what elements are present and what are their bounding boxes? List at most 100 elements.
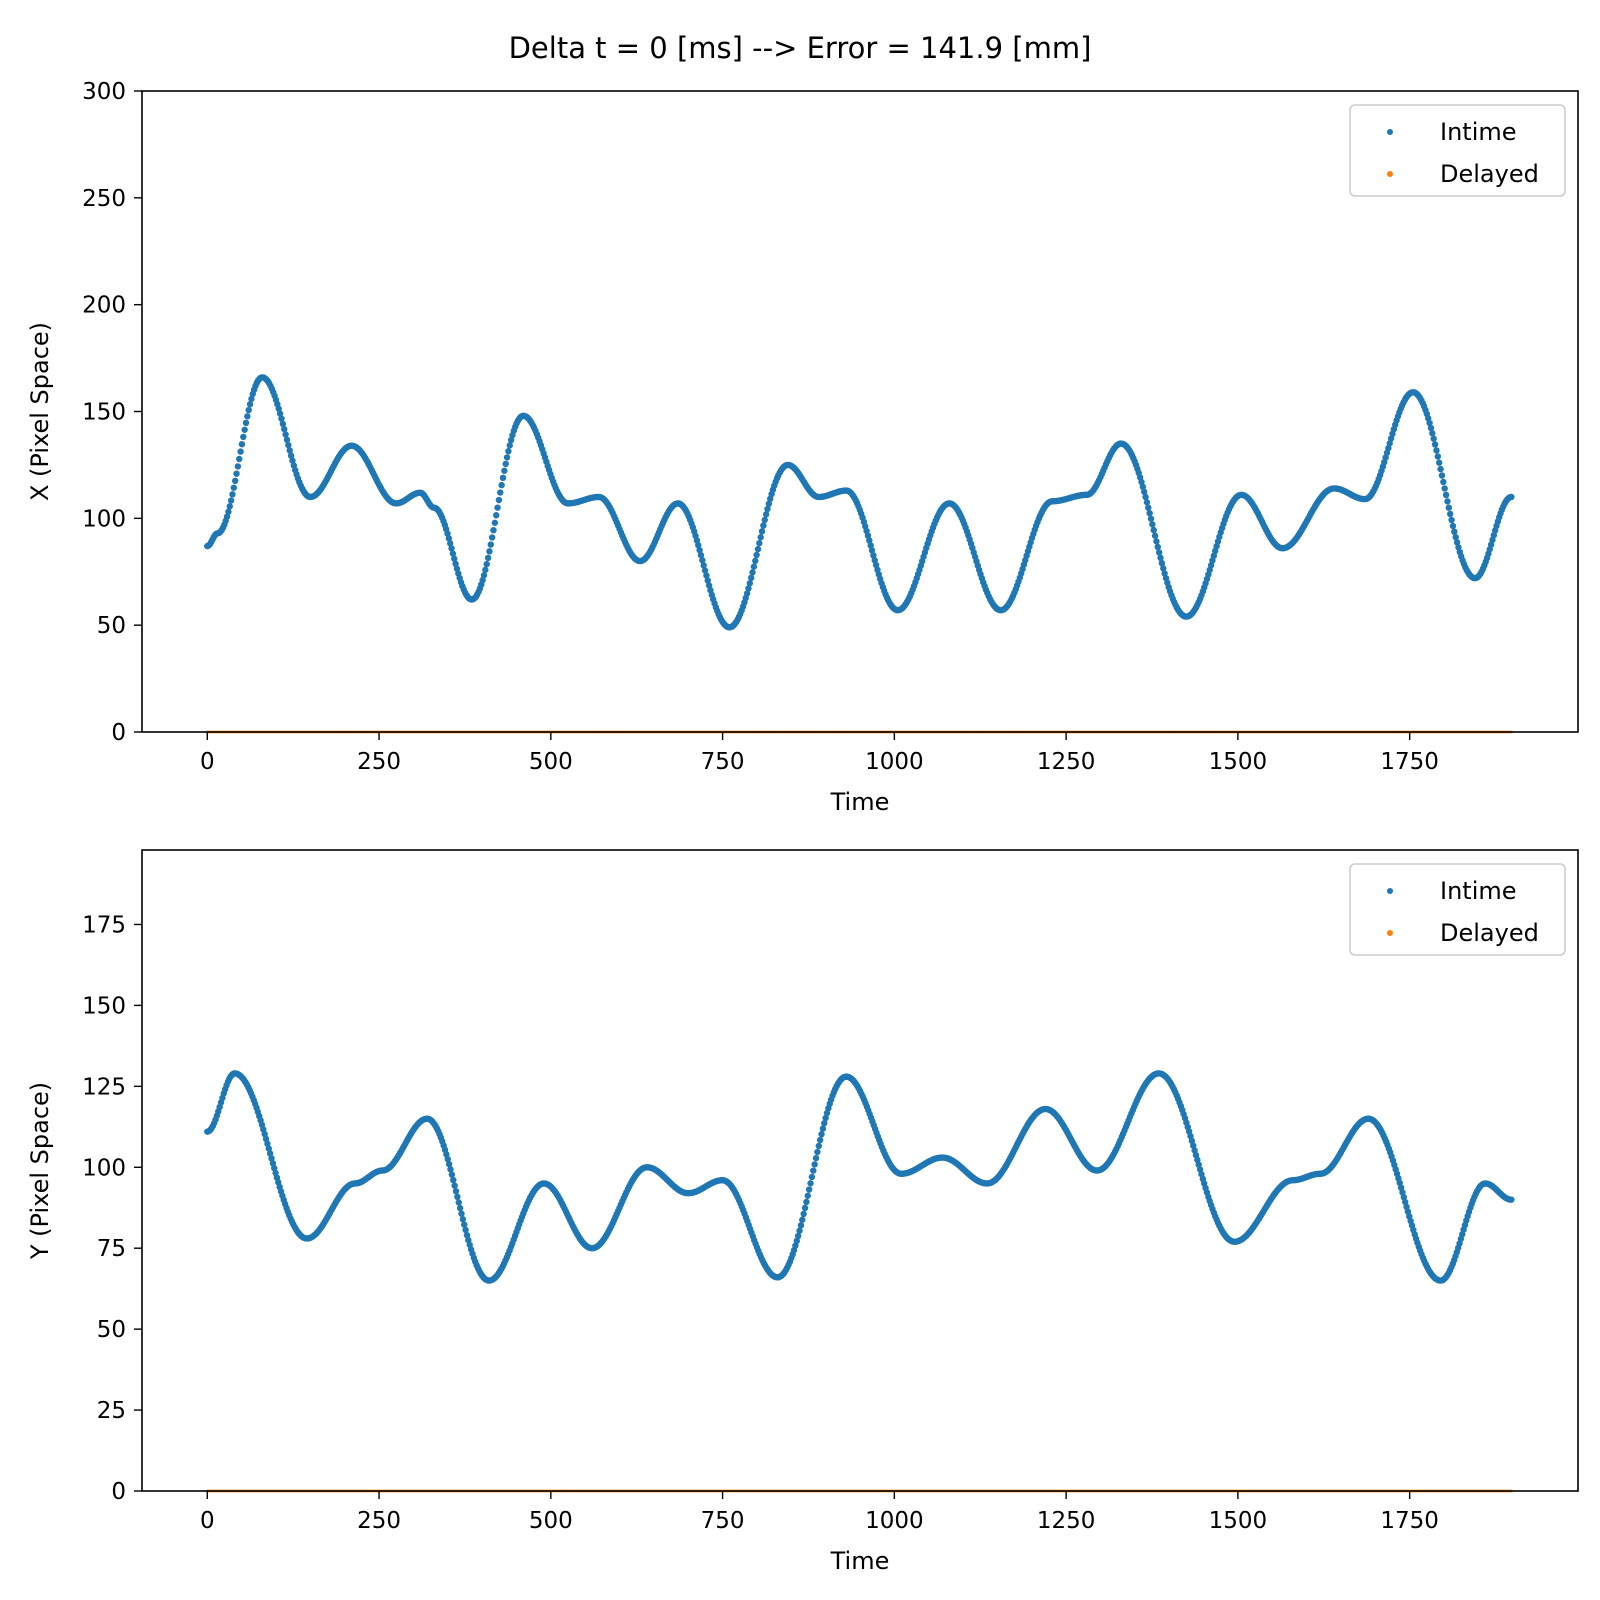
intime-point [482, 566, 489, 574]
x-axis-label: Time [830, 788, 890, 816]
intime-point [226, 503, 233, 510]
intime-point [750, 563, 758, 570]
intime-point [271, 1164, 278, 1172]
intime-point [746, 580, 754, 587]
intime-point [1145, 504, 1152, 511]
intime-point [488, 534, 496, 541]
intime-point [495, 496, 503, 504]
intime-point [445, 535, 453, 542]
intime-point [487, 541, 494, 548]
intime-point [747, 574, 755, 582]
intime-point [1508, 493, 1515, 501]
y-tick-label: 300 [82, 79, 126, 105]
y-tick-label: 125 [82, 1074, 126, 1100]
intime-point [287, 452, 295, 459]
intime-point [797, 1222, 805, 1229]
intime-point [1453, 539, 1461, 546]
legend-marker-intime [1387, 888, 1393, 894]
intime-point [1194, 1156, 1201, 1164]
y-tick-label: 50 [97, 1317, 126, 1343]
x-tick-label: 250 [357, 1508, 401, 1534]
intime-point [456, 1204, 464, 1212]
intime-point [1146, 510, 1153, 517]
intime-point [870, 552, 877, 559]
legend: Intime Delayed [1349, 863, 1566, 956]
intime-point [451, 1182, 458, 1189]
y-tick-label: 150 [82, 993, 126, 1019]
intime-point [269, 1160, 277, 1167]
intime-point [454, 1193, 461, 1201]
intime-point [1445, 504, 1453, 511]
y-tick-label: 150 [82, 400, 126, 426]
intime-point [234, 463, 242, 470]
intime-point [801, 1204, 809, 1212]
intime-point [808, 1173, 816, 1181]
intime-point [1448, 516, 1455, 524]
intime-point [866, 537, 873, 544]
intime-point [1452, 533, 1459, 541]
x-tick-label: 1000 [865, 1508, 924, 1534]
legend: Intime Delayed [1349, 104, 1566, 197]
intime-point [803, 1198, 810, 1206]
intime-point [749, 569, 756, 576]
intime-point [463, 1231, 471, 1239]
intime-point [818, 1131, 825, 1138]
intime-point [743, 590, 751, 597]
intime-point [444, 1155, 451, 1163]
series-intime [204, 374, 1515, 631]
intime-point [499, 474, 507, 482]
legend-marker-intime [1387, 129, 1393, 135]
intime-point [703, 572, 710, 579]
intime-point [483, 560, 490, 568]
intime-point [268, 1155, 275, 1162]
intime-point [266, 1150, 274, 1157]
intime-point [753, 551, 760, 559]
intime-point [233, 470, 240, 477]
intime-point [230, 484, 238, 491]
intime-point [448, 1171, 456, 1178]
intime-point [282, 431, 289, 438]
axes-frame [141, 849, 1579, 1492]
x-tick-label: 1500 [1209, 749, 1268, 775]
intime-point [752, 557, 759, 565]
intime-point [497, 489, 504, 496]
y-axis-label: Y (Pixel Space) [26, 1082, 54, 1260]
intime-point [1151, 532, 1159, 539]
intime-point [1436, 459, 1443, 466]
intime-point [281, 425, 288, 433]
intime-point [241, 426, 248, 433]
intime-point [1139, 483, 1147, 491]
intime-point [1154, 543, 1162, 551]
intime-point [812, 1154, 820, 1162]
x-tick-label: 1250 [1037, 749, 1096, 775]
intime-point [697, 551, 705, 559]
intime-point [761, 516, 768, 524]
x-tick-label: 1000 [865, 749, 924, 775]
intime-point [283, 436, 291, 444]
legend-box [1349, 104, 1566, 197]
intime-point [758, 528, 766, 535]
plot-area [142, 91, 1578, 732]
intime-point [501, 467, 508, 474]
intime-point [507, 436, 515, 444]
intime-point [1191, 1147, 1198, 1154]
intime-point [1449, 522, 1457, 530]
intime-point [246, 401, 254, 408]
legend-label-delayed: Delayed [1440, 919, 1539, 947]
intime-point [701, 567, 709, 574]
intime-point [704, 577, 711, 584]
intime-point [1161, 570, 1168, 577]
intime-point [799, 1216, 806, 1223]
intime-point [506, 442, 513, 449]
intime-point [498, 481, 505, 489]
intime-point [225, 508, 232, 515]
series-intime [204, 1070, 1515, 1284]
y-tick-label: 200 [82, 293, 126, 319]
intime-point [490, 527, 497, 534]
intime-point [1430, 435, 1437, 442]
intime-point [1150, 526, 1157, 534]
legend-marker-delayed [1387, 930, 1393, 936]
intime-point [242, 419, 250, 427]
intime-point [461, 1221, 468, 1228]
